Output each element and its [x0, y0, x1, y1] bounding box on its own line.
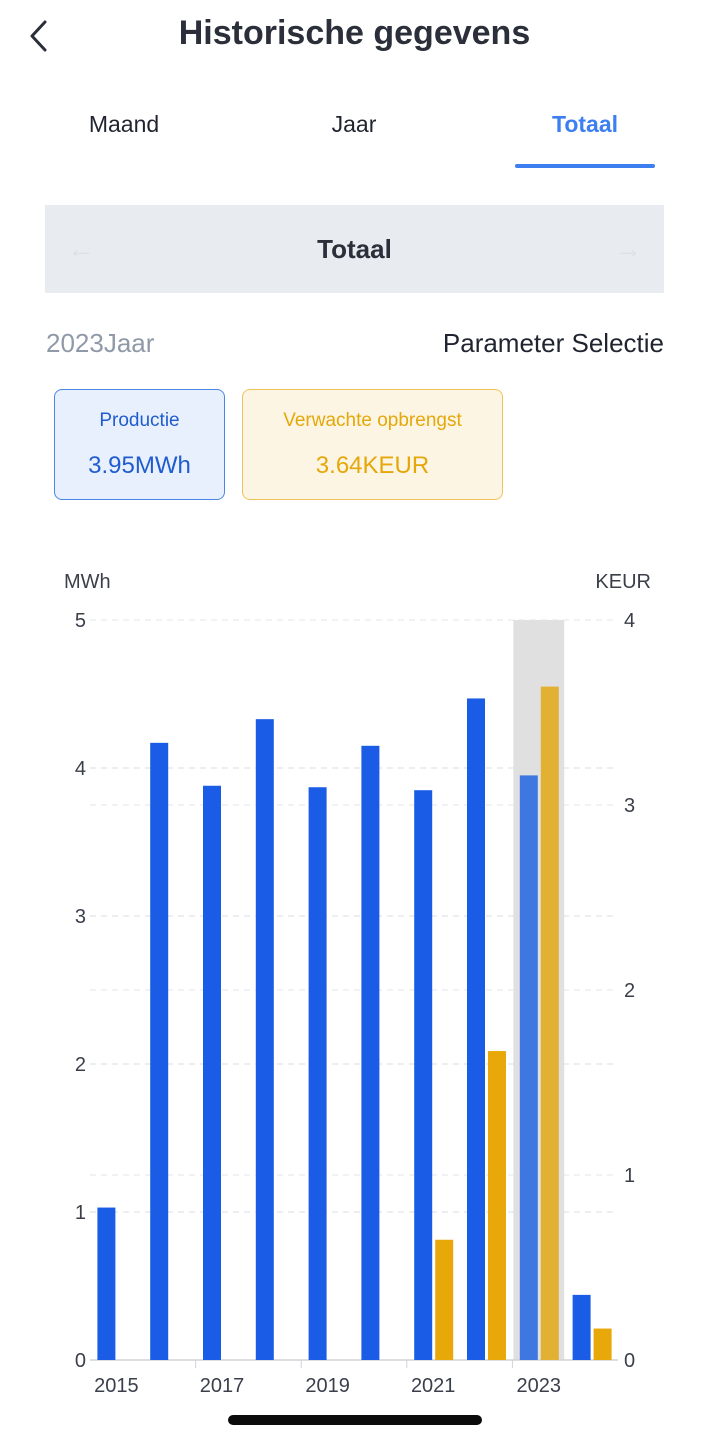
- page-title: Historische gegevens: [178, 14, 531, 52]
- y-right-tick-label: 1: [624, 1165, 635, 1187]
- header: Historische gegevens: [0, 0, 709, 80]
- tab-totaal[interactable]: Totaal: [551, 111, 619, 137]
- production-bar-2021: [414, 790, 433, 1360]
- tab-maand[interactable]: Maand: [88, 111, 160, 137]
- tab-bar: Maand Jaar Totaal: [0, 100, 709, 172]
- revenue-card-title: Verwachte opbrengst: [283, 410, 462, 431]
- y-left-tick-label: 3: [75, 906, 86, 928]
- production-card-value: 3.95MWh: [88, 452, 191, 479]
- parameter-selection-button[interactable]: Parameter Selectie: [442, 328, 664, 358]
- y-left-tick-label: 2: [75, 1054, 86, 1076]
- revenue-bar-2024: [593, 1328, 612, 1360]
- tab-jaar[interactable]: Jaar: [331, 111, 377, 137]
- production-bar-2022: [467, 698, 485, 1360]
- production-bar-2017: [203, 785, 221, 1360]
- y-right-tick-label: 3: [624, 795, 635, 817]
- production-bar-2019: [308, 787, 327, 1360]
- x-tick-label: 2019: [305, 1375, 350, 1397]
- arrow-left-icon[interactable]: ←: [67, 233, 95, 264]
- period-label: Totaal: [317, 234, 392, 264]
- x-tick-label: 2015: [94, 1375, 139, 1397]
- revenue-card-value: 3.64KEUR: [315, 452, 430, 479]
- arrow-right-icon[interactable]: →: [614, 233, 642, 264]
- chart-canvas: 0 1 2 3 4 5 0 1 2 3 4 MWh KEUR 2015 2017 2019 2021 2023: [64, 571, 651, 1397]
- meta-row: 2023Jaar Parameter Selectie: [46, 328, 664, 364]
- production-bar-2015: [97, 1207, 116, 1360]
- y-left-tick-label: 5: [75, 610, 86, 632]
- production-bar-2016: [150, 742, 169, 1360]
- x-tick-label: 2017: [200, 1375, 245, 1397]
- production-bar-2018: [255, 719, 274, 1360]
- production-card[interactable]: Productie 3.95MWh: [54, 389, 225, 500]
- period-selector: ← Totaal →: [45, 205, 664, 293]
- y-left-unit-label: MWh: [64, 571, 111, 593]
- y-right-tick-label: 4: [624, 610, 635, 632]
- y-right-tick-label: 2: [624, 980, 635, 1002]
- history-bar-chart: 0 1 2 3 4 5 0 1 2 3 4 MWh KEUR 2015 2017 2019 2021 2023: [0, 560, 709, 1410]
- year-label: 2023Jaar: [46, 328, 155, 358]
- revenue-bar-2021: [435, 1239, 454, 1360]
- back-button[interactable]: [22, 16, 56, 56]
- revenue-bar-2022: [488, 1051, 506, 1360]
- home-indicator[interactable]: [228, 1415, 482, 1425]
- tab-indicator: [515, 164, 655, 168]
- chevron-left-icon: [30, 20, 47, 52]
- x-tick-label: 2023: [517, 1375, 562, 1397]
- y-right-tick-label: 0: [624, 1350, 635, 1372]
- production-bar-2020: [361, 745, 380, 1360]
- production-bar-2023: [519, 775, 538, 1360]
- production-card-title: Productie: [99, 410, 180, 431]
- x-tick-label: 2021: [411, 1375, 456, 1397]
- y-left-tick-label: 0: [75, 1350, 86, 1372]
- production-bar-2024: [572, 1294, 591, 1360]
- revenue-card[interactable]: Verwachte opbrengst 3.64KEUR: [242, 389, 503, 500]
- y-right-unit-label: KEUR: [595, 571, 651, 593]
- y-left-tick-label: 4: [75, 758, 86, 780]
- y-left-tick-label: 1: [75, 1202, 86, 1224]
- revenue-bar-2023: [540, 686, 559, 1360]
